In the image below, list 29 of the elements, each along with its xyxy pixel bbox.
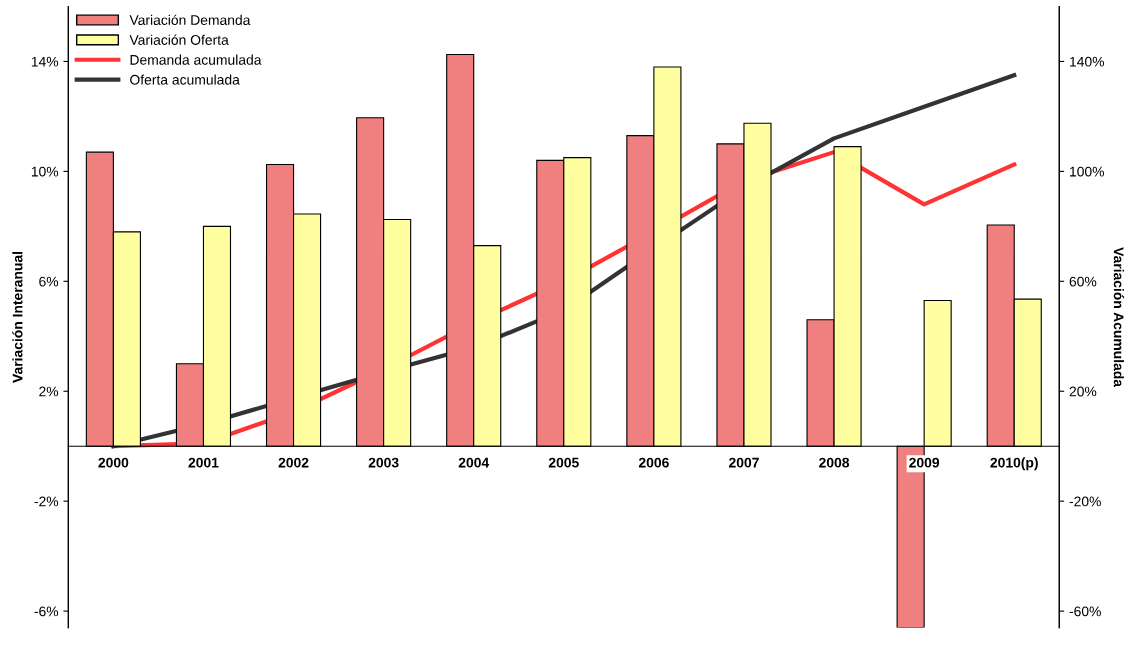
x-tick-label: 2001 — [188, 457, 219, 468]
y-tick-label: -2% — [34, 496, 59, 507]
x-tick-label: 2009 — [909, 457, 940, 468]
y2-tick-label: -60% — [1069, 606, 1101, 617]
y2-axis-title: Variación Acumulada — [1113, 247, 1125, 388]
x-tick-label: 2007 — [729, 457, 759, 468]
legend-label: Demanda acumulada — [130, 54, 262, 65]
legend-label: Variación Oferta — [129, 34, 229, 45]
y-tick-label: 6% — [39, 276, 59, 287]
x-tick-label: 2004 — [458, 457, 490, 468]
legend-label: Variación Demanda — [129, 14, 251, 26]
y2-tick-label: 100% — [1070, 166, 1105, 177]
y-axis-title: Variación Interanual — [12, 252, 23, 383]
y2-tick-label: 20% — [1069, 386, 1097, 397]
y2-tick-label: -20% — [1069, 496, 1101, 507]
x-tick-label: 2005 — [548, 457, 579, 468]
x-tick-label: 2003 — [368, 457, 399, 468]
y2-tick-label: 60% — [1069, 276, 1097, 287]
y2-tick-label: 140% — [1070, 56, 1105, 67]
y-tick-label: 14% — [31, 56, 59, 67]
y-tick-label: 2% — [39, 386, 59, 397]
x-tick-label: 2006 — [638, 457, 669, 468]
x-tick-label: 2010(p) — [990, 457, 1038, 471]
x-tick-label: 2002 — [278, 457, 309, 468]
x-tick-label: 2008 — [819, 457, 850, 468]
y-tick-label: 10% — [31, 166, 59, 177]
y-tick-label: -6% — [34, 606, 59, 617]
legend-label: Oferta acumulada — [130, 74, 240, 85]
x-tick-label: 2000 — [98, 457, 129, 468]
